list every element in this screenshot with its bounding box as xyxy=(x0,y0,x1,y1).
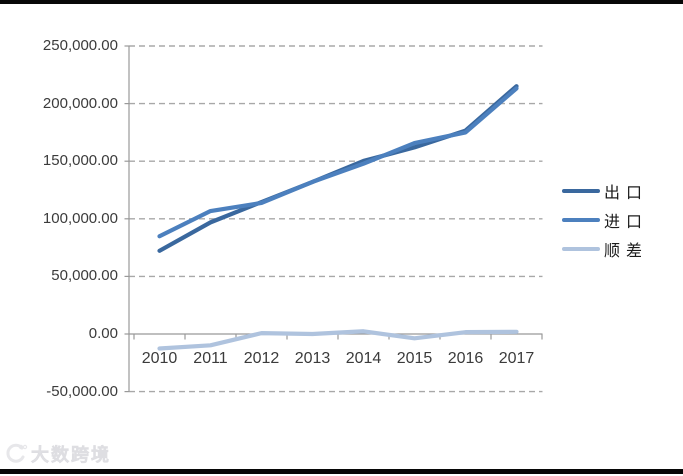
watermark-logo-icon xyxy=(6,443,28,463)
x-axis-label: 2017 xyxy=(498,350,535,367)
legend: 出 口进 口顺 差 xyxy=(562,176,643,263)
legend-label: 顺 差 xyxy=(604,242,644,260)
bottom-border xyxy=(0,469,683,474)
legend-swatch xyxy=(562,217,600,222)
legend-item: 顺 差 xyxy=(562,234,643,263)
x-axis-label: 2015 xyxy=(396,350,433,367)
y-axis-label: 200,000.00 xyxy=(42,94,118,112)
y-axis-label: 0.00 xyxy=(88,325,118,342)
legend-swatch xyxy=(562,246,600,251)
x-axis-label: 2010 xyxy=(141,350,178,367)
x-axis-label: 2011 xyxy=(193,350,228,367)
x-axis-label: 2012 xyxy=(243,350,280,367)
x-axis-label: 2016 xyxy=(447,350,484,367)
x-axis-label: 2014 xyxy=(345,350,382,367)
watermark: 大数跨境 xyxy=(6,442,111,466)
y-axis-label: -50,000.00 xyxy=(46,382,118,400)
legend-item: 出 口 xyxy=(562,176,643,205)
series-line-出口 xyxy=(157,84,519,253)
y-axis-label: 100,000.00 xyxy=(42,209,118,227)
y-axis-label: 150,000.00 xyxy=(42,152,118,170)
legend-label: 进 口 xyxy=(604,213,644,231)
legend-label: 出 口 xyxy=(604,184,644,202)
series-line-顺差 xyxy=(157,329,519,351)
y-axis-label: 250,000.00 xyxy=(42,37,118,54)
legend-item: 进 口 xyxy=(562,205,643,234)
series-line-进口 xyxy=(157,86,519,239)
watermark-text: 大数跨境 xyxy=(31,445,111,466)
legend-swatch xyxy=(562,188,600,193)
x-axis-label: 2013 xyxy=(294,350,331,367)
y-axis-label: 50,000.00 xyxy=(51,267,118,285)
top-border xyxy=(0,0,683,4)
